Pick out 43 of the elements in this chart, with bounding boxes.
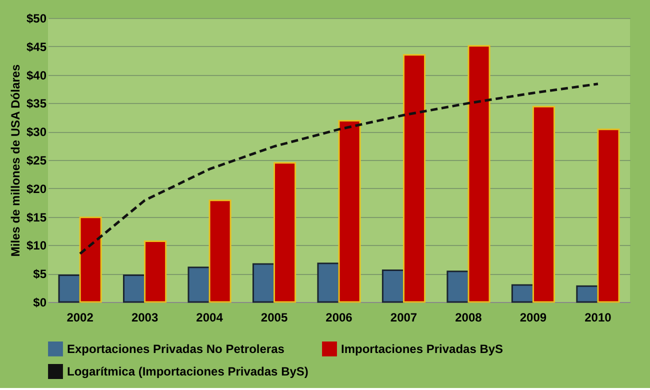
x-tick-label: 2002 [66, 310, 94, 324]
bar [597, 128, 620, 303]
bar [576, 285, 599, 303]
bar [468, 45, 490, 303]
bar [402, 54, 426, 303]
bar [188, 266, 210, 303]
y-tick-label: $30 [26, 125, 47, 140]
x-tick-label: 2010 [584, 310, 612, 324]
x-tick-label: 2003 [131, 310, 158, 324]
x-tick-label: 2006 [326, 310, 353, 324]
legend-label: Logarítmica (Importaciones Privadas ByS) [67, 364, 308, 378]
x-tick-label: 2004 [196, 310, 224, 324]
y-tick-label: $35 [26, 96, 47, 111]
x-tick-label: 2005 [260, 310, 288, 324]
y-tick-label: $25 [26, 154, 47, 168]
x-tick-label: 2008 [455, 310, 482, 324]
bar [274, 162, 296, 303]
bar [446, 270, 470, 303]
y-tick-label: $50 [26, 12, 47, 26]
bar [122, 274, 146, 303]
y-axis-title: Miles de millones de USA Dólares [8, 64, 22, 257]
x-tick-label: 2009 [520, 310, 547, 324]
legend-label: Importaciones Privadas ByS [341, 342, 504, 356]
y-tick-label: $0 [33, 296, 47, 310]
bar [338, 120, 361, 303]
x-tick-label: 2007 [390, 310, 418, 324]
bar [79, 216, 102, 303]
y-tick-label: $15 [26, 210, 47, 224]
line-series [78, 82, 600, 255]
y-tick-label: $40 [26, 68, 47, 82]
legend-label: Exportaciones Privadas No Petroleras [67, 342, 285, 356]
bar [252, 263, 276, 303]
bar [382, 269, 404, 303]
bar [317, 262, 340, 303]
y-tick-label: $10 [26, 238, 47, 253]
bar [58, 274, 81, 303]
y-tick-label: $45 [26, 40, 47, 54]
y-tick-label: $20 [26, 182, 47, 196]
bar [208, 200, 232, 303]
bar [144, 240, 167, 303]
y-tick-label: $5 [33, 267, 47, 282]
bar [532, 106, 556, 303]
bar [511, 284, 534, 303]
